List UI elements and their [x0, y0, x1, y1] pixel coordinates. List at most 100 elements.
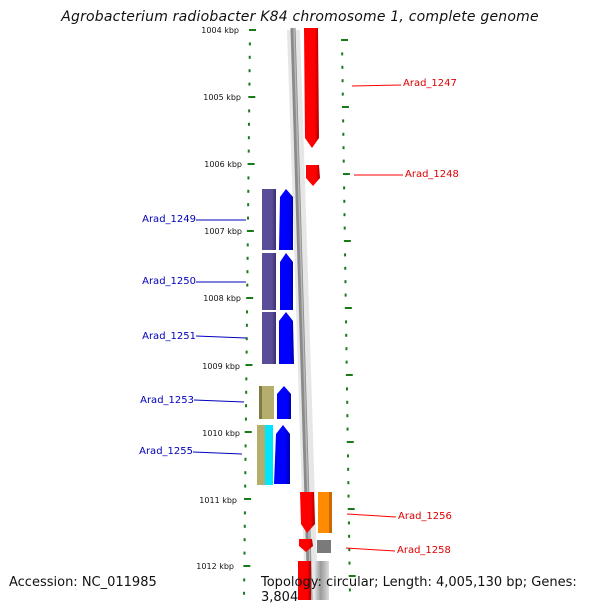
gene-arrow-arad-1250[interactable]: [280, 253, 293, 310]
scale-minor-tick: [346, 427, 349, 431]
scale-minor-tick: [247, 176, 250, 180]
leader-line-arad-1255: [192, 451, 243, 455]
gene-arrow-arad-1256[interactable]: [300, 492, 315, 533]
scale-major-tick: [246, 297, 254, 299]
accession-text: Accession: NC_011985: [9, 575, 157, 590]
scale-major-tick: [342, 173, 350, 175]
scale-minor-tick: [245, 323, 248, 327]
cog-block-purple: [262, 253, 276, 310]
scale-major-tick: [244, 498, 252, 500]
scale-minor-tick: [341, 65, 344, 69]
scale-minor-tick: [244, 457, 247, 461]
scale-minor-tick: [244, 471, 247, 475]
gene-arrow-arad-1251[interactable]: [279, 312, 294, 364]
gene-arrow-next[interactable]: [298, 561, 311, 600]
cog-block-gray: [317, 540, 331, 553]
scale-minor-tick: [248, 122, 251, 126]
scale-label: 1005 kbp: [203, 93, 241, 102]
scale-minor-tick: [245, 337, 248, 341]
gene-arrow-arad-1255[interactable]: [274, 425, 290, 484]
scale-minor-tick: [247, 216, 250, 220]
gene-arrow-arad-1248[interactable]: [306, 165, 320, 186]
scale-minor-tick: [346, 400, 349, 404]
scale-minor-tick: [346, 414, 349, 418]
scale-minor-tick: [246, 310, 249, 314]
scale-minor-tick: [246, 256, 249, 260]
scale-minor-tick: [246, 243, 249, 247]
scale-label: 1006 kbp: [204, 160, 242, 169]
gene-arrow-arad-1249[interactable]: [279, 189, 293, 250]
gene-arrow-arad-1253[interactable]: [277, 386, 291, 419]
scale-major-tick: [348, 575, 356, 577]
scale-minor-tick: [345, 347, 348, 351]
scale-major-tick: [249, 29, 256, 31]
scale-minor-tick: [348, 588, 351, 592]
scale-label: 1004 kbp: [201, 26, 239, 35]
cog-block-khaki: [259, 386, 274, 419]
leader-line-arad-1258: [345, 547, 396, 552]
topology-text: Topology: circular; Length: 4,005,130 bp…: [261, 575, 577, 605]
scale-minor-tick: [342, 159, 345, 163]
scale-minor-tick: [342, 132, 345, 136]
scale-dotted-lines: [243, 29, 356, 595]
scale-minor-tick: [243, 524, 246, 528]
scale-label: 1007 kbp: [204, 227, 242, 236]
scale-minor-tick: [247, 189, 250, 193]
leader-line-arad-1251: [195, 335, 247, 339]
scale-minor-tick: [342, 119, 345, 123]
gene-label-arad-1248[interactable]: Arad_1248: [405, 169, 459, 180]
map-title: Agrobacterium radiobacter K84 chromosome…: [61, 9, 539, 25]
scale-minor-tick: [348, 561, 351, 565]
cog-block-purple: [262, 312, 276, 364]
scale-major-tick: [243, 565, 251, 567]
scale-major-tick: [343, 240, 351, 242]
cog-block-orange: [318, 492, 332, 533]
scale-label: 1011 kbp: [199, 496, 237, 505]
gene-arrow-arad-1247[interactable]: [304, 28, 319, 148]
scale-minor-tick: [348, 548, 351, 552]
gene-label-arad-1253[interactable]: Arad_1253: [140, 395, 194, 406]
scale-minor-tick: [244, 444, 247, 448]
leader-line-arad-1253: [193, 399, 245, 403]
scale-minor-tick: [248, 69, 251, 73]
gene-label-arad-1251[interactable]: Arad_1251: [142, 331, 196, 342]
scale-major-tick: [245, 364, 253, 366]
scale-minor-tick: [245, 350, 248, 354]
scale-minor-tick: [248, 42, 251, 46]
scale-minor-tick: [247, 149, 250, 153]
scale-minor-tick: [347, 494, 350, 498]
scale-minor-tick: [243, 578, 246, 582]
gene-label-arad-1256[interactable]: Arad_1256: [398, 511, 452, 522]
gene-label-arad-1258[interactable]: Arad_1258: [397, 545, 451, 556]
scale-minor-tick: [248, 109, 251, 113]
scale-major-tick: [341, 39, 348, 41]
scale-minor-tick: [348, 534, 351, 538]
gene-label-arad-1247[interactable]: Arad_1247: [403, 78, 457, 89]
scale-label: 1010 kbp: [202, 429, 240, 438]
scale-minor-tick: [345, 333, 348, 337]
scale-minor-tick: [347, 467, 350, 471]
scale-minor-tick: [347, 481, 350, 485]
scale-major-tick: [346, 441, 354, 443]
scale-minor-tick: [344, 253, 347, 257]
scale-major-tick: [246, 230, 254, 232]
scale-minor-tick: [243, 511, 246, 515]
scale-minor-tick: [244, 484, 247, 488]
gene-label-arad-1255[interactable]: Arad_1255: [139, 446, 193, 457]
gene-label-arad-1249[interactable]: Arad_1249: [142, 214, 196, 225]
scale-minor-tick: [243, 538, 246, 542]
scale-label: 1012 kbp: [196, 562, 234, 571]
scale-minor-tick: [343, 213, 346, 217]
scale-label: 1009 kbp: [202, 362, 240, 371]
scale-minor-tick: [247, 136, 250, 140]
scale-minor-tick: [245, 390, 248, 394]
scale-minor-tick: [344, 293, 347, 297]
scale-minor-tick: [341, 52, 344, 56]
scale-minor-tick: [341, 79, 344, 83]
scale-major-tick: [244, 431, 252, 433]
scale-major-tick: [344, 307, 352, 309]
gene-arrow-arad-1258[interactable]: [299, 539, 313, 552]
gene-label-arad-1250[interactable]: Arad_1250: [142, 276, 196, 287]
scale-minor-tick: [244, 417, 247, 421]
scale-major-tick: [347, 508, 355, 510]
